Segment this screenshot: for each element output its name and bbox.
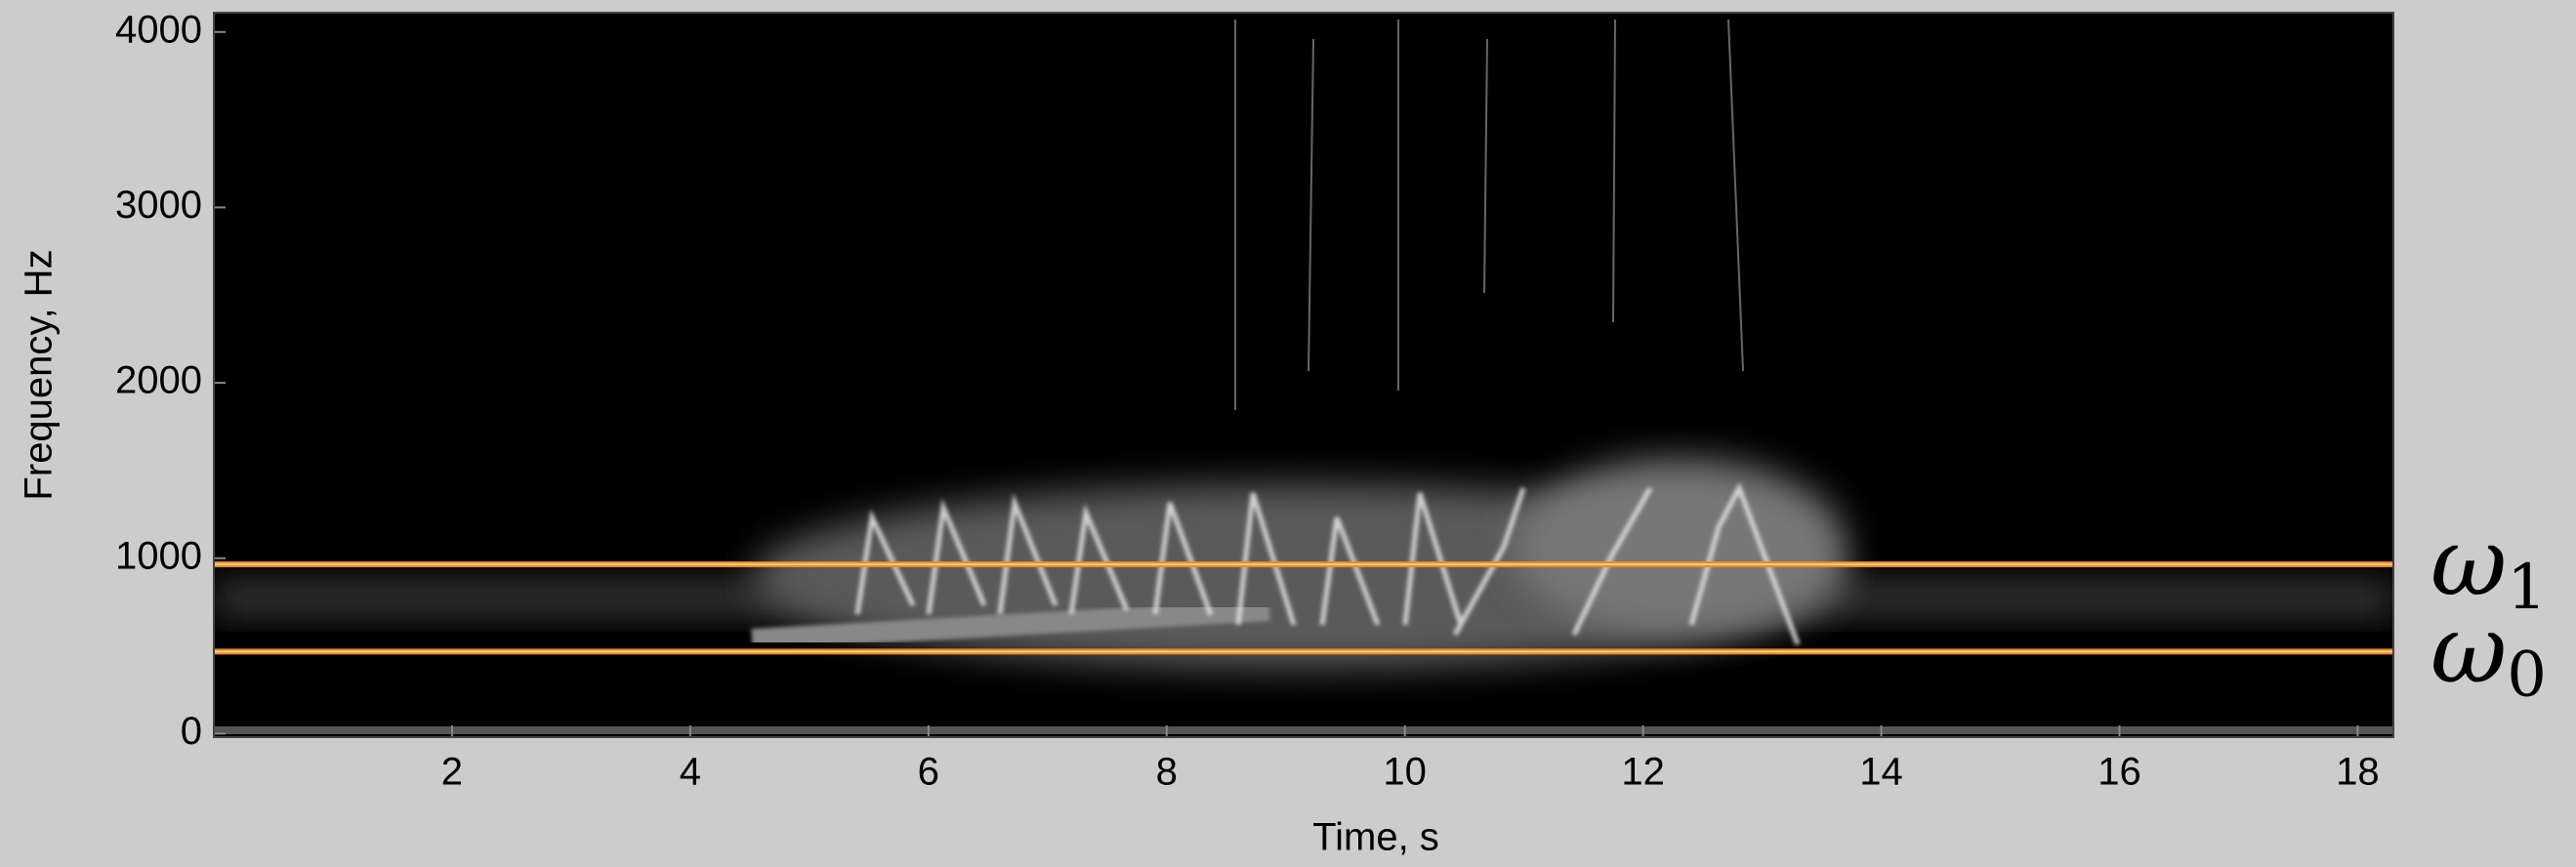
spectrogram-image <box>214 19 2393 734</box>
y-tick-label: 0 <box>181 710 202 753</box>
x-tick-label: 10 <box>1383 751 1427 794</box>
x-tick-label: 16 <box>2098 751 2141 794</box>
reference-label: ω0 <box>2431 595 2547 711</box>
plot-frame <box>213 12 2394 738</box>
noise-floor <box>214 726 2393 734</box>
x-tick-label: 14 <box>1859 751 1903 794</box>
x-tick-label: 2 <box>441 751 463 794</box>
reference-label: ω1 <box>2431 508 2547 624</box>
x-tick-label: 6 <box>918 751 939 794</box>
x-axis-label: Time, s <box>1312 816 1439 859</box>
label-symbol: ω <box>2431 508 2507 617</box>
transients <box>1234 19 1744 410</box>
streak <box>751 599 1270 650</box>
y-tick-label: 1000 <box>115 534 202 577</box>
y-tick-label: 4000 <box>115 8 202 51</box>
label-subscript: 1 <box>2507 552 2547 624</box>
energy-blob <box>1514 459 1846 635</box>
label-subscript: 0 <box>2507 639 2547 711</box>
x-tick-label: 18 <box>2336 751 2380 794</box>
x-tick-label: 4 <box>680 751 701 794</box>
x-tick-label: 12 <box>1621 751 1665 794</box>
label-symbol: ω <box>2431 595 2507 704</box>
y-axis-label: Frequency, Hz <box>18 249 61 500</box>
y-tick-label: 2000 <box>115 359 202 402</box>
x-tick-label: 8 <box>1156 751 1178 794</box>
y-tick-label: 3000 <box>115 184 202 227</box>
